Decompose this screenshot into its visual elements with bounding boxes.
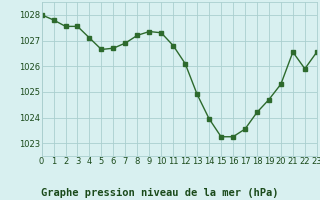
Text: Graphe pression niveau de la mer (hPa): Graphe pression niveau de la mer (hPa) xyxy=(41,188,279,198)
